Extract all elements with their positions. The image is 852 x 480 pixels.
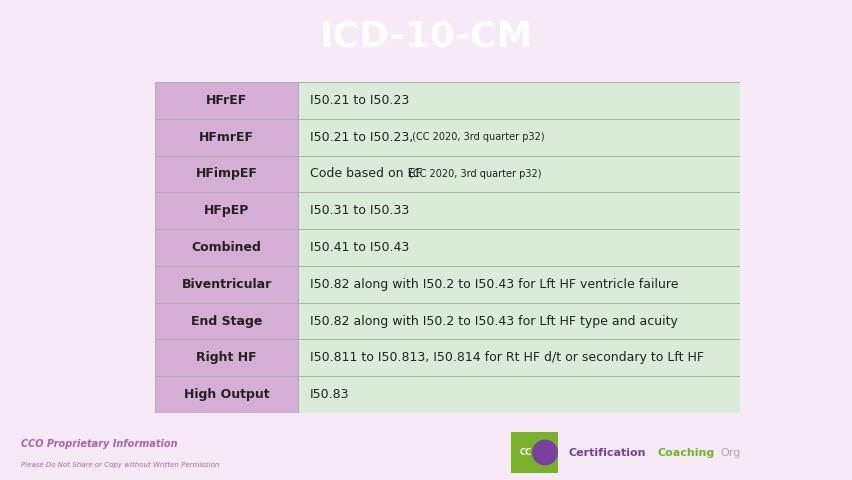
Text: ICD-10-CM: ICD-10-CM [320,19,532,53]
Text: I50.41 to I50.43: I50.41 to I50.43 [310,241,409,254]
Text: CCO Proprietary Information: CCO Proprietary Information [21,439,178,449]
Bar [298,192,740,229]
Text: I50.83: I50.83 [310,388,349,401]
Bar [155,339,298,376]
Text: I50.811 to I50.813, I50.814 for Rt HF d/t or secondary to Lft HF: I50.811 to I50.813, I50.814 for Rt HF d/… [310,351,704,364]
Text: (CC 2020, 3rd quarter p32): (CC 2020, 3rd quarter p32) [409,132,544,142]
Text: End Stage: End Stage [191,314,262,327]
Bar [298,156,740,192]
Text: I50.82 along with I50.2 to I50.43 for Lft HF type and acuity: I50.82 along with I50.2 to I50.43 for Lf… [310,314,678,327]
Bar [155,156,298,192]
Text: Please Do Not Share or Copy without Written Permission: Please Do Not Share or Copy without Writ… [21,462,220,468]
Bar [155,376,298,413]
Bar [155,192,298,229]
Text: Coaching: Coaching [658,447,715,457]
Text: CC: CC [519,448,532,457]
Text: I50.82 along with I50.2 to I50.43 for Lft HF ventricle failure: I50.82 along with I50.2 to I50.43 for Lf… [310,278,678,291]
Text: Right HF: Right HF [196,351,257,364]
Bar [155,82,298,119]
Bar [298,303,740,339]
Bar [155,303,298,339]
Bar [298,339,740,376]
Bar [155,266,298,303]
Text: Code based on EF: Code based on EF [310,168,427,180]
Text: I50.21 to I50.23,: I50.21 to I50.23, [310,131,413,144]
Bar [298,229,740,266]
Text: HFrEF: HFrEF [206,94,247,107]
Text: HFmrEF: HFmrEF [199,131,254,144]
Text: High Output: High Output [184,388,269,401]
Bar [298,376,740,413]
Bar [298,119,740,156]
Bar [298,82,740,119]
Text: (CC 2020, 3rd quarter p32): (CC 2020, 3rd quarter p32) [409,169,541,179]
Text: HFpEP: HFpEP [204,204,250,217]
Text: I50.31 to I50.33: I50.31 to I50.33 [310,204,409,217]
Text: Org: Org [720,447,740,457]
Text: Combined: Combined [192,241,262,254]
Text: Certification: Certification [568,447,646,457]
Text: Biventricular: Biventricular [181,278,272,291]
Bar [155,119,298,156]
Text: HFimpEF: HFimpEF [196,168,257,180]
Text: I50.21 to I50.23: I50.21 to I50.23 [310,94,409,107]
Bar [511,432,558,473]
Ellipse shape [532,440,558,466]
Bar [155,229,298,266]
Bar [298,266,740,303]
